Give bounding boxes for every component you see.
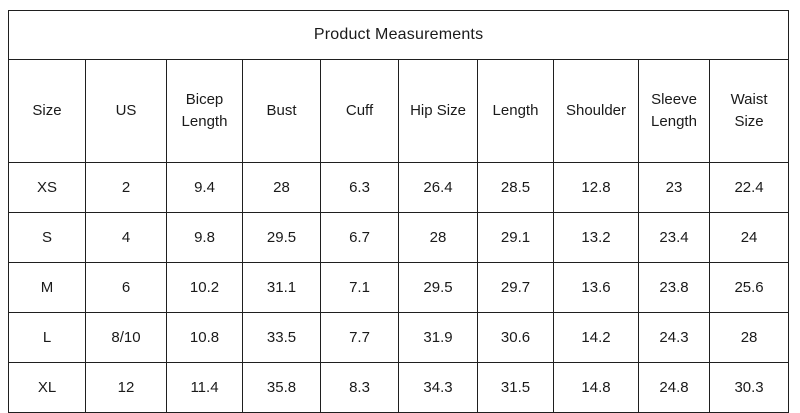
- column-header-shoulder: Shoulder: [553, 59, 639, 163]
- cell-size: XL: [8, 362, 86, 413]
- table-cell: 7.1: [320, 262, 399, 313]
- table-cell: 28.5: [477, 162, 554, 213]
- table-cell: 28: [242, 162, 321, 213]
- column-header-bust: Bust: [242, 59, 321, 163]
- table-row-s: S 4 9.8 29.5 6.7 28 29.1 13.2 23.4 24: [8, 212, 790, 263]
- table-header-row: Size US Bicep Length Bust Cuff Hip Size …: [8, 59, 790, 163]
- table-title: Product Measurements: [7, 10, 790, 60]
- table-cell: 10.8: [166, 312, 243, 363]
- table-cell: 31.5: [477, 362, 554, 413]
- column-header-waist-size: Waist Size: [708, 59, 790, 163]
- table-cell: 30.3: [708, 362, 790, 413]
- table-row-xs: XS 2 9.4 28 6.3 26.4 28.5 12.8 23 22.4: [8, 162, 790, 213]
- table-cell: 24.8: [638, 362, 710, 413]
- table-cell: 12.8: [553, 162, 639, 213]
- cell-size: M: [8, 262, 86, 313]
- table-cell: 35.8: [242, 362, 321, 413]
- table-cell: 29.5: [242, 212, 321, 263]
- table-cell: 28: [398, 212, 478, 263]
- table-cell: 22.4: [708, 162, 790, 213]
- table-cell: 29.7: [477, 262, 554, 313]
- table-cell: 33.5: [242, 312, 321, 363]
- column-header-cuff: Cuff: [320, 59, 399, 163]
- cell-size: S: [8, 212, 86, 263]
- table-cell: 26.4: [398, 162, 478, 213]
- table-cell: 28: [708, 312, 790, 363]
- table-cell: 23.8: [638, 262, 710, 313]
- table-cell: 10.2: [166, 262, 243, 313]
- table-cell: 6.3: [320, 162, 399, 213]
- column-header-size: Size: [8, 59, 86, 163]
- column-header-sleeve-length: Sleeve Length: [638, 59, 710, 163]
- table-cell: 14.8: [553, 362, 639, 413]
- column-header-hip-size: Hip Size: [398, 59, 478, 163]
- table-row-xl: XL 12 11.4 35.8 8.3 34.3 31.5 14.8 24.8 …: [8, 362, 790, 413]
- table-cell: 23: [638, 162, 710, 213]
- table-row-l: L 8/10 10.8 33.5 7.7 31.9 30.6 14.2 24.3…: [8, 312, 790, 363]
- size-chart: Product Measurements Size US Bicep Lengt…: [7, 10, 790, 413]
- table-cell: 11.4: [166, 362, 243, 413]
- table-cell: 23.4: [638, 212, 710, 263]
- column-header-bicep-length: Bicep Length: [166, 59, 243, 163]
- table-cell: 24: [708, 212, 790, 263]
- table-cell: 13.6: [553, 262, 639, 313]
- table-cell: 25.6: [708, 262, 790, 313]
- table-cell: 29.1: [477, 212, 554, 263]
- table-cell: 2: [85, 162, 167, 213]
- column-header-us: US: [85, 59, 167, 163]
- table-cell: 6.7: [320, 212, 399, 263]
- table-cell: 24.3: [638, 312, 710, 363]
- table-cell: 9.4: [166, 162, 243, 213]
- table-cell: 31.9: [398, 312, 478, 363]
- table-cell: 8/10: [85, 312, 167, 363]
- table-cell: 14.2: [553, 312, 639, 363]
- table-cell: 9.8: [166, 212, 243, 263]
- table-cell: 12: [85, 362, 167, 413]
- table-cell: 34.3: [398, 362, 478, 413]
- cell-size: L: [8, 312, 86, 363]
- table-cell: 31.1: [242, 262, 321, 313]
- table-row-m: M 6 10.2 31.1 7.1 29.5 29.7 13.6 23.8 25…: [8, 262, 790, 313]
- column-header-length: Length: [477, 59, 554, 163]
- table-cell: 6: [85, 262, 167, 313]
- table-cell: 4: [85, 212, 167, 263]
- table-cell: 7.7: [320, 312, 399, 363]
- table-cell: 29.5: [398, 262, 478, 313]
- table-title-row: Product Measurements: [7, 10, 790, 60]
- table-cell: 13.2: [553, 212, 639, 263]
- cell-size: XS: [8, 162, 86, 213]
- product-measurements-table: Product Measurements Size US Bicep Lengt…: [7, 10, 790, 413]
- table-cell: 8.3: [320, 362, 399, 413]
- table-cell: 30.6: [477, 312, 554, 363]
